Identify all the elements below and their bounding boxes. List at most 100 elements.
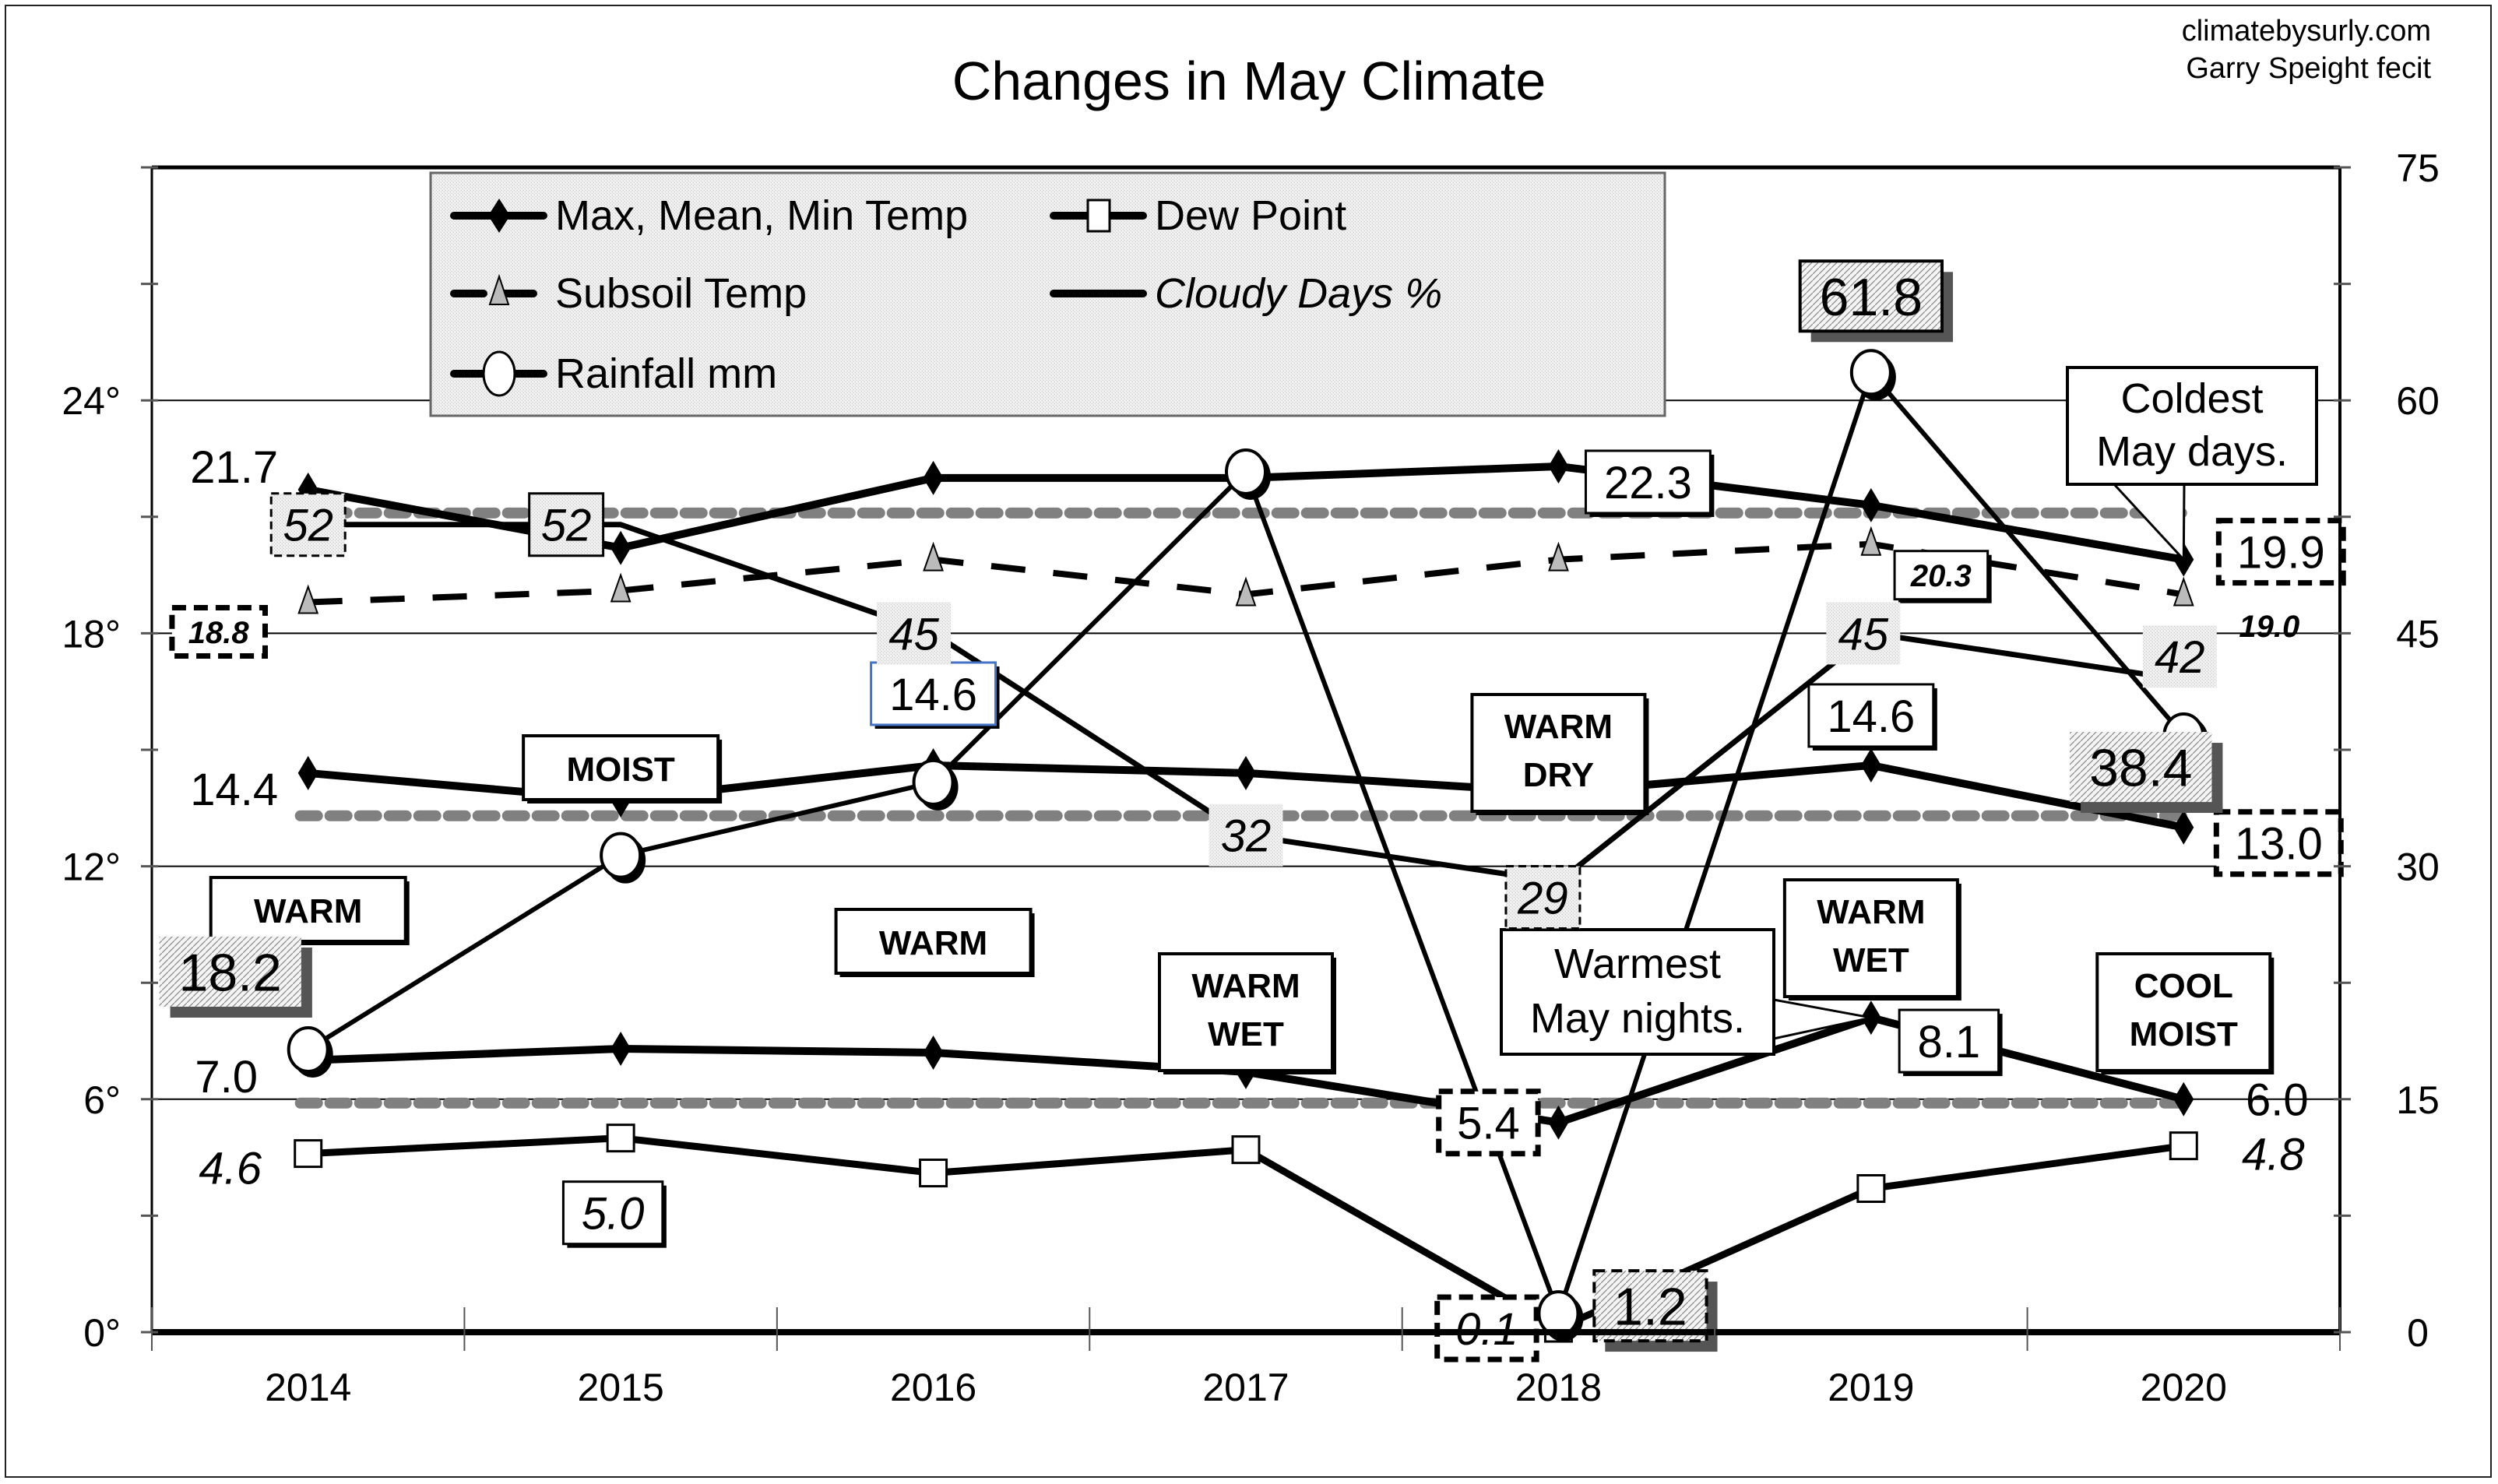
data-label-box xyxy=(1826,602,1901,665)
data-label: 13.0 xyxy=(2235,819,2323,870)
legend-label: Dew Point xyxy=(1155,192,1346,239)
data-label: 45 xyxy=(1838,609,1889,659)
rainfall-marker-circle xyxy=(1849,349,1892,396)
data-label-box xyxy=(2215,518,2346,586)
year-label-text: WET xyxy=(1833,941,1909,979)
rainfall-marker-circle xyxy=(1537,1290,1580,1338)
subsoil-marker-triangle xyxy=(297,584,319,614)
year-label-text: WET xyxy=(1208,1015,1284,1053)
dew-point-marker-square xyxy=(1231,1135,1261,1165)
year-label-text: WARM xyxy=(254,892,362,930)
temp-marker-diamond xyxy=(297,755,318,790)
legend-box xyxy=(429,171,1666,417)
temp-marker-diamond xyxy=(1860,487,1881,522)
legend-label: Subsoil Temp xyxy=(555,270,807,317)
annotation-text: Warmest xyxy=(1554,941,1721,987)
left-axis-tick-label: 18° xyxy=(62,612,121,656)
year-label-text: WARM xyxy=(1504,708,1613,746)
data-label: 42 xyxy=(2155,632,2205,683)
data-label: 8.1 xyxy=(1918,1017,1981,1067)
x-axis-tick-label: 2016 xyxy=(890,1366,976,1409)
left-axis-tick-label: 6° xyxy=(83,1078,121,1122)
left-axis-tick-label: 12° xyxy=(62,846,121,889)
legend-triangle-icon xyxy=(488,273,510,305)
data-label-box xyxy=(269,492,347,557)
data-label: 22.3 xyxy=(1604,458,1692,508)
year-label-box xyxy=(1782,878,1959,998)
data-label-box xyxy=(870,661,997,726)
x-axis-tick-label: 2014 xyxy=(265,1366,351,1409)
year-label-box xyxy=(1470,693,1647,813)
subsoil-marker-triangle xyxy=(1548,541,1569,571)
x-axis-tick-label: 2019 xyxy=(1828,1366,1914,1409)
year-climate-labels: WARM MOIST WARM WARM WET WARM DRY WARM WET COOL MO… xyxy=(209,693,2275,1074)
axes: 0° 6° 12° 18° 24° 0 15 30 45 60 75 2014 2015 2016 2017… xyxy=(62,146,2439,1409)
chart-title: Changes in May Climate xyxy=(952,51,1546,111)
annotations: Coldest May days. Warmest May nights. xyxy=(1500,366,2318,1056)
credit-site: climatebysurly.com xyxy=(2181,15,2431,47)
legend: Max, Mean, Min Temp Dew Point Subsoil Temp… xyxy=(429,171,1666,417)
data-label-box xyxy=(1504,865,1581,930)
year-label-box xyxy=(1158,952,1334,1072)
data-label: 4.6 xyxy=(199,1143,262,1194)
data-label: 7.0 xyxy=(195,1052,258,1102)
subsoil-marker-triangle xyxy=(1235,576,1257,607)
data-label-box xyxy=(2070,732,2212,803)
data-label: 14.6 xyxy=(1827,691,1915,742)
x-axis-tick-label: 2017 xyxy=(1202,1366,1289,1409)
data-label-box xyxy=(1893,550,1990,601)
right-axis-tick-label: 30 xyxy=(2396,846,2440,889)
subsoil-marker-triangle xyxy=(2173,576,2194,607)
year-label-box xyxy=(522,734,720,801)
data-label: 19.0 xyxy=(2239,610,2299,644)
temp-marker-diamond xyxy=(1548,448,1569,484)
data-label-box xyxy=(1209,804,1283,867)
data-label: 61.8 xyxy=(1820,268,1923,327)
legend-square-icon xyxy=(1086,199,1111,233)
data-label-box xyxy=(1898,1008,2000,1074)
rainfall-marker-circle xyxy=(912,758,955,806)
subsoil-marker-triangle xyxy=(1860,526,1882,556)
legend-label: Cloudy Days % xyxy=(1155,270,1442,317)
right-axis-tick-label: 0 xyxy=(2407,1311,2429,1355)
annotation-text: May nights. xyxy=(1530,995,1745,1042)
year-label-box xyxy=(209,876,407,943)
legend-label: Rainfall mm xyxy=(555,350,777,397)
data-label: 4.8 xyxy=(2242,1130,2305,1180)
year-label-text: WARM xyxy=(1191,967,1300,1005)
left-axis-tick-label: 0° xyxy=(83,1311,121,1355)
data-label: 14.4 xyxy=(190,765,278,815)
year-label-text: WARM xyxy=(879,924,987,962)
data-label-box xyxy=(1436,1088,1541,1157)
rainfall-marker-circle xyxy=(287,1025,329,1073)
data-label-box xyxy=(1434,1294,1539,1363)
data-label: 52 xyxy=(283,501,333,551)
dew-point-marker-square xyxy=(606,1124,635,1153)
dew-point-marker-square xyxy=(294,1139,323,1169)
temp-marker-diamond xyxy=(1548,1105,1569,1140)
data-label: 18.8 xyxy=(188,616,250,650)
dew-point-marker-square xyxy=(919,1159,948,1188)
year-label-text: MOIST xyxy=(2130,1015,2238,1053)
data-label-box xyxy=(1584,449,1712,515)
data-label-box xyxy=(169,605,269,659)
credit: climatebysurly.com Garry Speight fecit xyxy=(2182,12,2431,87)
data-label-box xyxy=(561,1180,664,1246)
rainfall-marker-circle xyxy=(1225,448,1267,495)
data-label-box xyxy=(2142,625,2217,688)
data-label-box xyxy=(1798,259,1944,333)
data-label-box xyxy=(1807,683,1935,748)
left-axis-tick-label: 24° xyxy=(62,379,121,423)
temp-marker-diamond xyxy=(2173,810,2194,845)
data-label: 38.4 xyxy=(2089,739,2192,798)
legend-label: Max, Mean, Min Temp xyxy=(555,192,968,239)
data-label-box xyxy=(877,602,952,665)
temp-marker-diamond xyxy=(923,460,944,495)
data-label: 45 xyxy=(888,609,939,659)
legend-circle-icon xyxy=(482,350,516,397)
right-axis-tick-label: 15 xyxy=(2396,1078,2440,1122)
x-axis-tick-label: 2015 xyxy=(578,1366,664,1409)
data-label: 18.2 xyxy=(179,943,282,1002)
rainfall-marker-circle xyxy=(600,832,642,879)
